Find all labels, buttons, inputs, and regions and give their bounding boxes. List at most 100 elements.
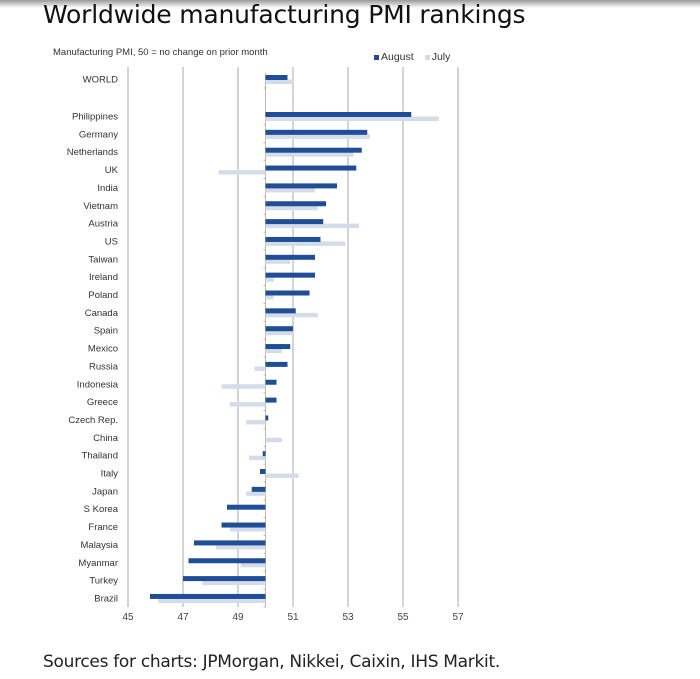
bar-july: [265, 116, 439, 121]
bar-july: [229, 402, 266, 407]
sources-note: Sources for charts: JPMorgan, Nikkei, Ca…: [43, 652, 500, 672]
bar-august: [183, 576, 266, 582]
x-tick-label-49: 49: [232, 612, 244, 623]
category-label: Indonesia: [77, 379, 119, 390]
bar-august: [265, 129, 368, 135]
bar-august: [265, 379, 277, 385]
legend-label-august: August: [381, 51, 414, 63]
bar-august: [265, 147, 362, 153]
bar-august: [265, 344, 291, 350]
bar-july: [254, 366, 266, 371]
bar-august: [221, 522, 266, 528]
bar-august: [265, 290, 310, 296]
x-tick-label-51: 51: [287, 612, 299, 623]
category-label: Netherlands: [67, 147, 118, 158]
top-shadow: [0, 0, 700, 8]
category-label: UK: [105, 165, 119, 176]
category-label: India: [97, 183, 118, 194]
category-label: Vietnam: [83, 201, 118, 212]
bar-august: [262, 451, 266, 457]
category-label: Italy: [101, 469, 119, 480]
category-label: Turkey: [89, 576, 118, 587]
category-label: Taiwan: [88, 254, 118, 265]
bar-august: [194, 540, 266, 546]
bar-august: [265, 165, 357, 171]
category-label: Mexico: [88, 344, 118, 355]
bar-july: [240, 562, 266, 568]
category-label: Ireland: [89, 272, 118, 283]
category-label: Spain: [94, 326, 118, 337]
legend-item-august: August: [374, 51, 414, 63]
chart-subtitle: Manufacturing PMI, 50 = no change on pri…: [53, 47, 268, 58]
bar-july: [265, 79, 293, 84]
bar-july: [265, 437, 282, 443]
bar-july: [158, 598, 266, 603]
category-label: Greece: [87, 397, 118, 408]
category-label: Poland: [88, 290, 118, 301]
legend-item-july: July: [424, 51, 451, 63]
bar-july: [265, 223, 359, 229]
bar-july: [246, 419, 266, 425]
bar-august: [265, 112, 412, 117]
bar-july: [216, 544, 266, 550]
category-label: Germany: [79, 129, 118, 140]
bar-july: [218, 170, 266, 175]
category-label: Russia: [89, 361, 119, 372]
bar-august: [265, 397, 277, 403]
bar-july: [265, 187, 315, 193]
category-label: Myanmar: [78, 558, 118, 569]
category-label: Czech Rep.: [68, 415, 118, 426]
x-tick-label-57: 57: [452, 612, 464, 623]
bar-august: [265, 201, 326, 207]
bar-august: [265, 308, 296, 314]
category-label: WORLD: [83, 75, 119, 86]
bar-july: [265, 152, 354, 157]
category-label: Philippines: [72, 112, 118, 123]
bar-august: [265, 272, 315, 278]
bar-august: [150, 593, 266, 599]
chart-legend: August July: [374, 51, 461, 63]
category-label: S Korea: [84, 504, 119, 515]
bar-august: [265, 183, 337, 189]
category-label: France: [88, 522, 118, 533]
category-label: Japan: [92, 486, 118, 497]
bar-july: [265, 205, 318, 211]
page-title: Worldwide manufacturing PMI rankings: [43, 0, 526, 29]
category-label: Thailand: [82, 451, 118, 462]
bar-july: [265, 241, 346, 246]
bar-july: [221, 384, 266, 389]
bar-july: [265, 134, 370, 139]
bar-july: [265, 348, 282, 354]
bar-august: [260, 469, 266, 474]
category-label: Brazil: [94, 593, 118, 604]
bar-august: [251, 486, 266, 492]
bar-august: [265, 219, 324, 225]
bar-july: [265, 295, 274, 300]
x-tick-label-47: 47: [177, 612, 189, 623]
bar-july: [265, 259, 291, 264]
bar-august: [265, 254, 315, 260]
category-label: Canada: [85, 308, 119, 319]
bar-july: [229, 527, 266, 532]
legend-swatch-july: [424, 54, 430, 60]
bar-august: [265, 326, 293, 332]
category-label: US: [105, 236, 118, 247]
bar-july: [202, 580, 266, 586]
legend-label-july: July: [431, 51, 451, 63]
category-label: China: [93, 433, 119, 444]
bar-july: [265, 473, 299, 478]
bar-august: [265, 75, 288, 80]
bar-july: [265, 330, 293, 336]
bar-august: [265, 361, 288, 367]
bar-august: [188, 558, 266, 564]
category-label: Malaysia: [81, 540, 119, 551]
bar-july: [249, 455, 266, 461]
x-tick-label-55: 55: [397, 612, 409, 623]
bar-august: [265, 236, 321, 242]
x-tick-label-45: 45: [122, 612, 134, 623]
x-tick-label-53: 53: [342, 612, 354, 623]
bar-july: [246, 491, 266, 496]
bar-july: [265, 312, 318, 318]
bar-august: [227, 504, 266, 510]
